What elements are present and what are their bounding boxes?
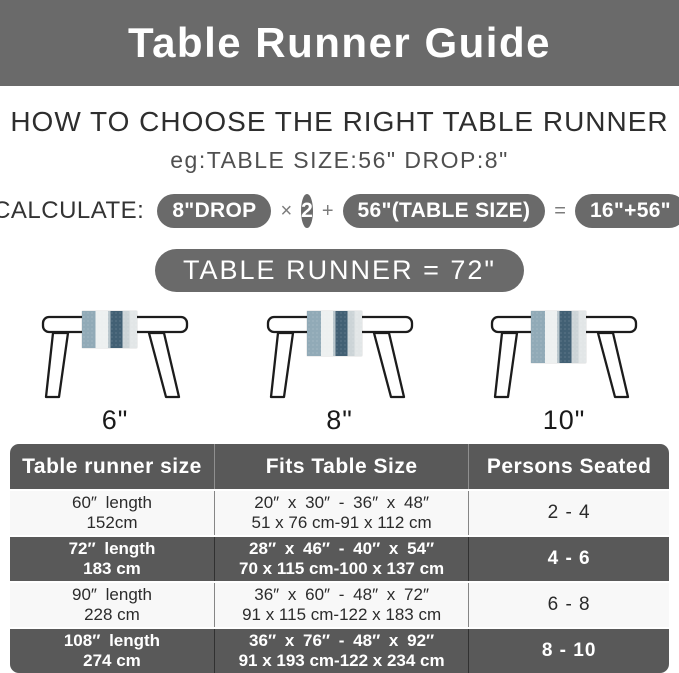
equals-operator: = [554, 199, 566, 222]
runner-swatch-icon [82, 311, 137, 348]
drop-caption: 8" [326, 405, 353, 435]
table-figure-10in: 10" [489, 309, 639, 436]
table-row: 108″ length 274 cm 36″ x 76″ - 48″ x 92″… [10, 629, 669, 673]
cell-runner-size: 108″ length 274 cm [10, 629, 215, 673]
table-illustrations: 6" 8" [0, 309, 679, 436]
runner-swatch-icon [306, 311, 362, 356]
header-cell-persons: Persons Seated [486, 454, 652, 478]
cell-fits-size: 36″ x 60″ - 48″ x 72″ 91 x 115 cm-122 x … [215, 583, 470, 627]
table-figure-8in: 8" [265, 309, 415, 436]
drop-caption: 6" [101, 405, 129, 435]
cell-runner-size: 90″ length 228 cm [10, 583, 215, 627]
table-row: 90″ length 228 cm 36″ x 60″ - 48″ x 72″ … [10, 583, 669, 627]
calculate-label: CALCULATE: [0, 197, 145, 224]
calculate-row: CALCULATE: 8"DROP × 2 + 56"(TABLE SIZE) … [0, 194, 679, 228]
table-row: 60″ length 152cm 20″ x 30″ - 36″ x 48″ 5… [10, 491, 669, 535]
plus-operator: + [321, 199, 334, 222]
title-banner: Table Runner Guide [0, 0, 679, 86]
runner-result-pill: TABLE RUNNER = 72" [155, 249, 524, 292]
table-row: 72″ length 183 cm 28″ x 46″ - 40″ x 54″ … [10, 537, 669, 581]
cell-persons: 4 - 6 [547, 547, 591, 569]
header-cell-runner-size: Table runner size [10, 444, 215, 489]
cell-persons: 8 - 10 [541, 639, 597, 661]
cell-persons: 6 - 8 [547, 593, 591, 615]
sum-pill: 16"+56" [574, 194, 679, 228]
cell-runner-size: 60″ length 152cm [10, 491, 215, 535]
drop-pill: 8"DROP [157, 194, 272, 228]
table-header-row: Table runner size Fits Table Size Person… [10, 444, 669, 489]
header-cell-fits-size: Fits Table Size [215, 444, 470, 489]
runner-swatch-icon [531, 311, 586, 363]
table-figure-6in: 6" [40, 309, 190, 436]
result-row: TABLE RUNNER = 72" [0, 249, 679, 292]
cell-fits-size: 20″ x 30″ - 36″ x 48″ 51 x 76 cm-91 x 11… [215, 491, 470, 535]
cell-persons: 2 - 4 [547, 501, 591, 523]
table-size-pill: 56"(TABLE SIZE) [342, 194, 546, 228]
cell-runner-size: 72″ length 183 cm [10, 537, 215, 581]
cell-fits-size: 36″ x 76″ - 48″ x 92″ 91 x 193 cm-122 x … [215, 629, 470, 673]
size-table: Table runner size Fits Table Size Person… [10, 444, 669, 673]
times-operator: × [280, 199, 293, 222]
multiplier-pill: 2 [301, 194, 313, 228]
page-title: Table Runner Guide [128, 19, 551, 66]
guide-heading: HOW TO CHOOSE THE RIGHT TABLE RUNNER [10, 106, 669, 137]
table-drawing-icon [266, 315, 413, 399]
drop-caption: 10" [542, 405, 586, 435]
cell-fits-size: 28″ x 46″ - 40″ x 54″ 70 x 115 cm-100 x … [215, 537, 470, 581]
example-text: eg:TABLE SIZE:56" DROP:8" [170, 147, 509, 173]
